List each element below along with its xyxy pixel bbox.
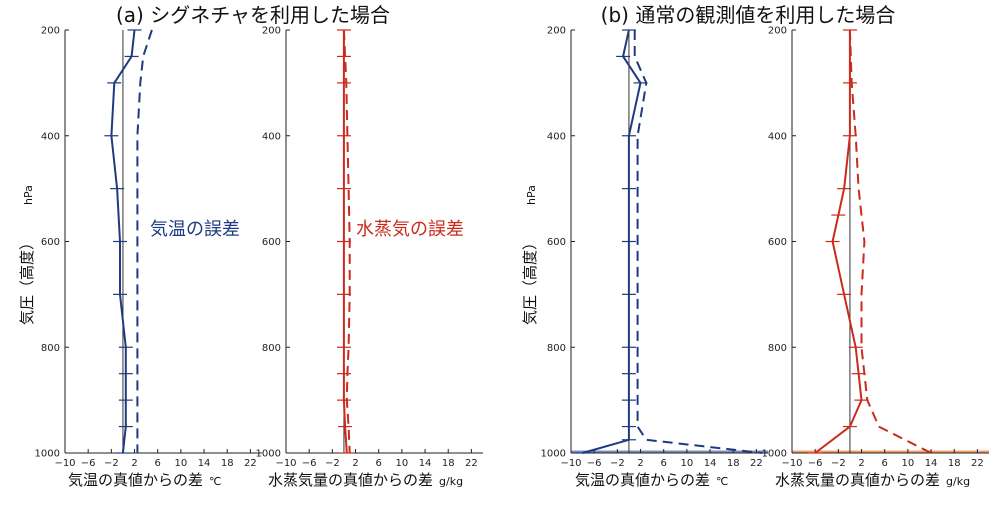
panel-b-vapor-xlabel: 水蒸気量の真値からの差 g/kg <box>775 471 970 489</box>
x-tick-label: 2 <box>131 458 137 469</box>
x-tick-label: 6 <box>155 458 161 469</box>
y-tick-label: 1000 <box>762 449 787 460</box>
x-tick-label: 14 <box>198 458 211 469</box>
x-tick-label: −10 <box>781 458 802 469</box>
x-tick-label: 6 <box>376 458 382 469</box>
x-tick-label: 22 <box>971 458 984 469</box>
series-dashed-line <box>342 29 351 454</box>
panel-a-title: (a) シグネチャを利用した場合 <box>116 3 390 27</box>
x-tick-label: 10 <box>681 458 694 469</box>
x-tick-label: 22 <box>244 458 257 469</box>
x-tick-label: 18 <box>727 458 740 469</box>
y-tick-label: 600 <box>768 237 787 248</box>
y-tick-label: 600 <box>41 237 60 248</box>
y-tick-label: 600 <box>547 237 566 248</box>
series-dashed-line <box>633 30 763 454</box>
panel-b-ylabel-group: 気圧（高度） hPa <box>521 185 539 325</box>
panel-a-ylabel: 気圧（高度） <box>18 235 36 325</box>
y-tick-label: 1000 <box>256 449 281 460</box>
x-tick-label: 14 <box>419 458 432 469</box>
x-tick-label: 10 <box>396 458 409 469</box>
panel-a-ylabel-unit: hPa <box>22 185 35 205</box>
x-tick-label: 14 <box>925 458 938 469</box>
y-tick-label: 1000 <box>541 449 566 460</box>
panel-b-ylabel: 気圧（高度） <box>521 235 539 325</box>
x-tick-label: 22 <box>465 458 478 469</box>
x-tick-label: 2 <box>858 458 864 469</box>
y-tick-label: 200 <box>768 26 787 37</box>
y-tick-label: 800 <box>768 343 787 354</box>
panel-b-temp-xlabel: 気温の真値からの差 ℃ <box>575 471 728 489</box>
chart-b-water_vapor: −10 −6 −2 2 6 10 14 18 22 200 400 600 800 1000 <box>762 26 989 469</box>
x-tick-label: −10 <box>275 458 296 469</box>
panel-b-title: (b) 通常の観測値を利用した場合 <box>601 3 896 27</box>
y-tick-label: 400 <box>41 131 60 142</box>
x-tick-label: 14 <box>704 458 717 469</box>
x-tick-label: 18 <box>948 458 961 469</box>
series-solid-line <box>814 30 863 454</box>
panel-b-ylabel-unit: hPa <box>525 185 538 205</box>
x-tick-label: 2 <box>637 458 643 469</box>
x-tick-label: 2 <box>352 458 358 469</box>
x-tick-label: −10 <box>560 458 581 469</box>
x-tick-label: 10 <box>175 458 188 469</box>
x-tick-label: −6 <box>587 458 602 469</box>
chart-b-temperature: −10 −6 −2 2 6 10 14 18 22 200 400 600 800 1000 <box>541 26 768 469</box>
x-tick-label: −6 <box>808 458 823 469</box>
y-tick-label: 400 <box>768 131 787 142</box>
x-tick-label: −2 <box>831 458 846 469</box>
x-tick-label: −6 <box>302 458 317 469</box>
y-tick-label: 800 <box>547 343 566 354</box>
x-tick-label: −2 <box>610 458 625 469</box>
x-tick-label: −2 <box>104 458 119 469</box>
series-dashed-line <box>136 29 153 453</box>
y-tick-label: 400 <box>547 131 566 142</box>
y-tick-label: 200 <box>547 26 566 37</box>
x-tick-label: 6 <box>882 458 888 469</box>
y-tick-label: 800 <box>41 343 60 354</box>
chart-a-water_vapor: −10 −6 −2 2 6 10 14 18 22 200 400 600 800 1000 <box>256 26 483 469</box>
series-solid-line <box>110 29 136 454</box>
y-tick-label: 600 <box>262 237 281 248</box>
series-dashed-line <box>848 29 932 454</box>
x-tick-label: −6 <box>81 458 96 469</box>
temp-error-annotation: 気温の誤差 <box>150 219 240 240</box>
y-tick-label: 200 <box>262 26 281 37</box>
panel-a-vapor-xlabel: 水蒸気量の真値からの差 g/kg <box>268 471 463 489</box>
x-tick-label: 10 <box>902 458 915 469</box>
x-tick-label: 22 <box>750 458 763 469</box>
panel-a-ylabel-group: 気圧（高度） hPa <box>18 185 36 325</box>
vapor-error-annotation: 水蒸気の誤差 <box>356 219 464 240</box>
series-solid-line <box>342 30 348 454</box>
y-tick-label: 200 <box>41 26 60 37</box>
x-tick-label: 6 <box>661 458 667 469</box>
y-tick-label: 1000 <box>35 449 60 460</box>
x-tick-label: 18 <box>221 458 234 469</box>
x-tick-label: −2 <box>325 458 340 469</box>
chart-a-temperature: −10 −6 −2 2 6 10 14 18 22 200 400 600 800 1000 <box>35 26 262 469</box>
y-tick-label: 400 <box>262 131 281 142</box>
panel-a-temp-xlabel: 気温の真値からの差 ℃ <box>68 471 221 489</box>
y-tick-label: 800 <box>262 343 281 354</box>
x-tick-label: −10 <box>54 458 75 469</box>
x-tick-label: 18 <box>442 458 455 469</box>
